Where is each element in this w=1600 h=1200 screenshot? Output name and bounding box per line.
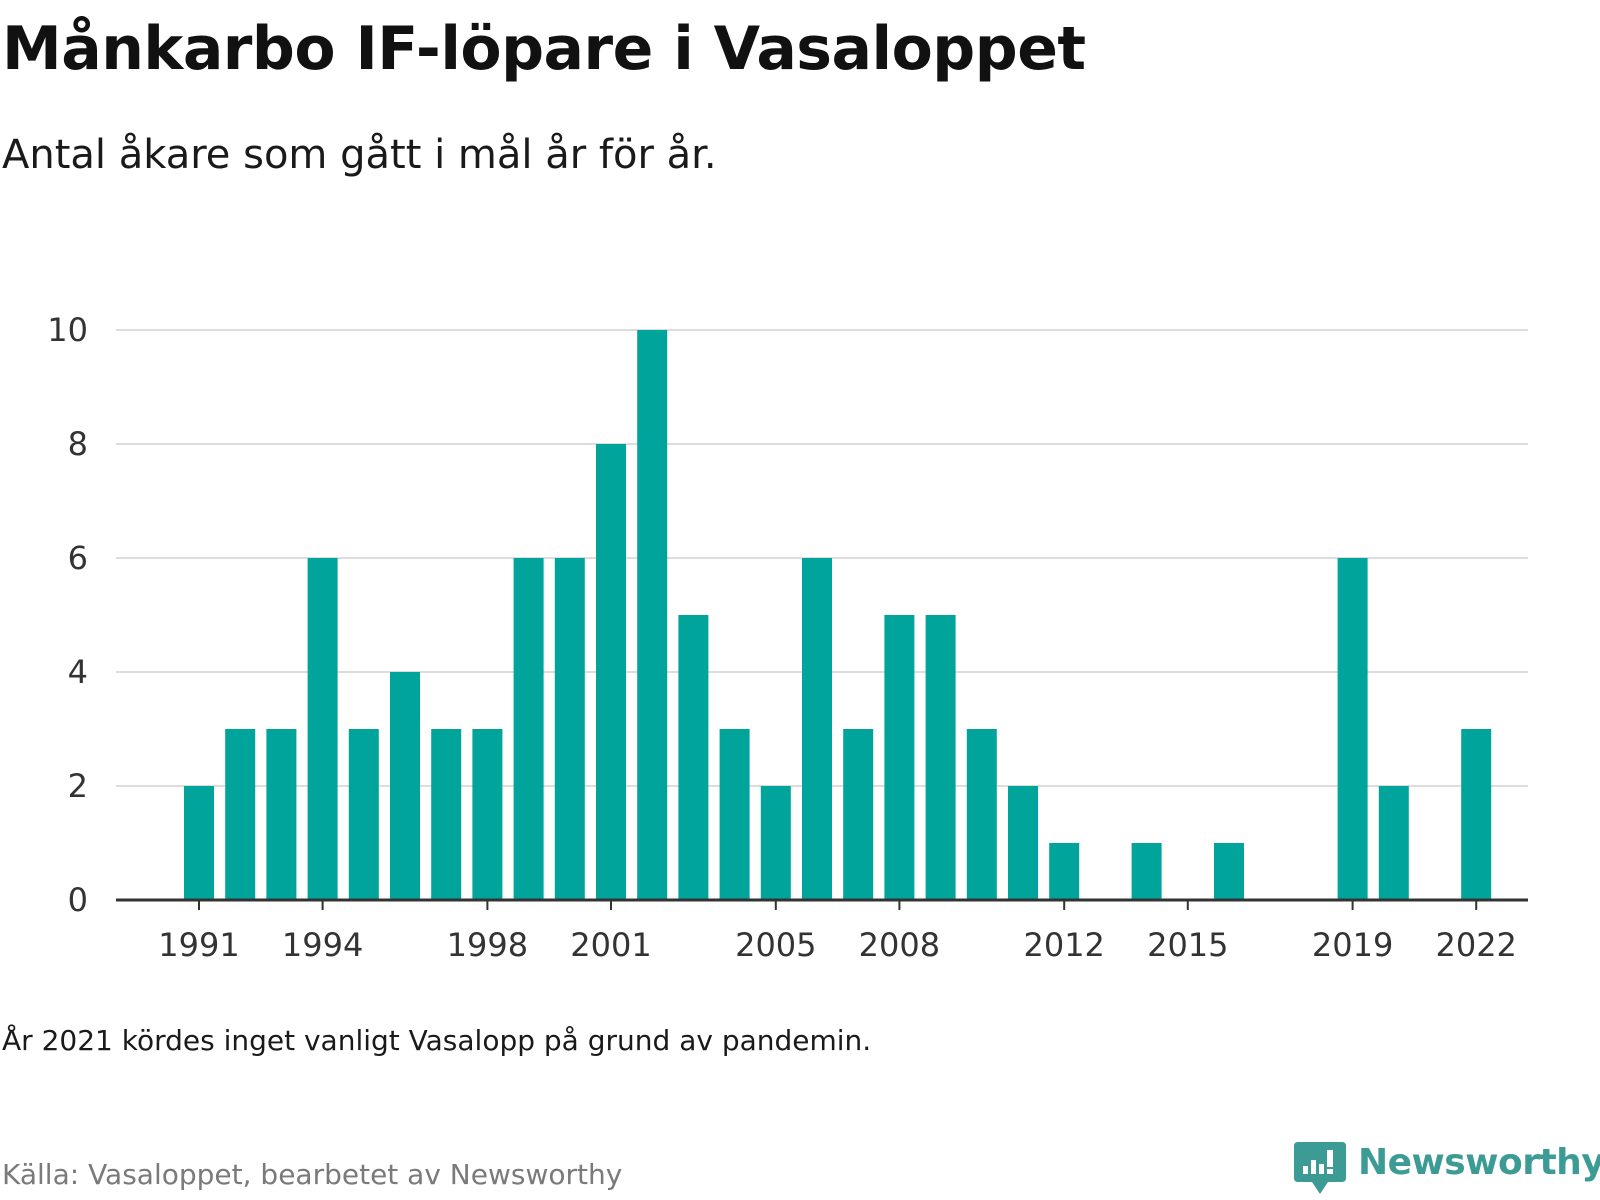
y-tick-label: 4: [68, 653, 88, 691]
x-tick-label: 1991: [158, 926, 239, 964]
bar: [1008, 786, 1038, 900]
x-tick-label: 2001: [570, 926, 651, 964]
bar: [1461, 729, 1491, 900]
bar: [802, 558, 832, 900]
footnote: År 2021 kördes inget vanligt Vasalopp på…: [2, 1024, 871, 1057]
brand-label: Newsworthy: [1358, 1142, 1600, 1183]
x-tick-label: 2015: [1147, 926, 1228, 964]
newsworthy-logo-icon: [1292, 1138, 1348, 1200]
bar: [761, 786, 791, 900]
bar: [390, 672, 420, 900]
bar: [1379, 786, 1409, 900]
bar: [225, 729, 255, 900]
newsworthy-brand[interactable]: Newsworthy: [1292, 1140, 1598, 1200]
bar: [184, 786, 214, 900]
x-tick-label: 2005: [735, 926, 816, 964]
bar-chart: 0 2 4 6 8 10 1991 1994 1998 2001 2005 2008 2012 2015 2…: [0, 300, 1600, 980]
x-tick-label: 1994: [282, 926, 363, 964]
bar: [926, 615, 956, 900]
x-tick-label: 2019: [1312, 926, 1393, 964]
bar: [843, 729, 873, 900]
bar: [431, 729, 461, 900]
x-tick-label: 1998: [447, 926, 528, 964]
bar: [1049, 843, 1079, 900]
bar: [308, 558, 338, 900]
bar: [720, 729, 750, 900]
bar: [1338, 558, 1368, 900]
bar: [1214, 843, 1244, 900]
chart-title: Månkarbo IF-löpare i Vasaloppet: [2, 14, 1086, 84]
y-tick-label: 2: [68, 767, 88, 805]
y-tick-label: 6: [68, 539, 88, 577]
x-tick-label: 2008: [859, 926, 940, 964]
y-tick-label: 10: [47, 311, 88, 349]
bar: [555, 558, 585, 900]
bar: [1132, 843, 1162, 900]
bar: [266, 729, 296, 900]
x-tick-label: 2022: [1435, 926, 1516, 964]
bar: [967, 729, 997, 900]
bar: [514, 558, 544, 900]
y-tick-label: 0: [68, 881, 88, 919]
bar: [678, 615, 708, 900]
x-tick-label: 2012: [1023, 926, 1104, 964]
y-tick-label: 8: [68, 425, 88, 463]
chart-subtitle: Antal åkare som gått i mål år för år.: [2, 132, 717, 178]
bar: [472, 729, 502, 900]
source-credit: Källa: Vasaloppet, bearbetet av Newswort…: [2, 1158, 622, 1191]
bar: [884, 615, 914, 900]
bar: [637, 330, 667, 900]
bar: [596, 444, 626, 900]
bar: [349, 729, 379, 900]
